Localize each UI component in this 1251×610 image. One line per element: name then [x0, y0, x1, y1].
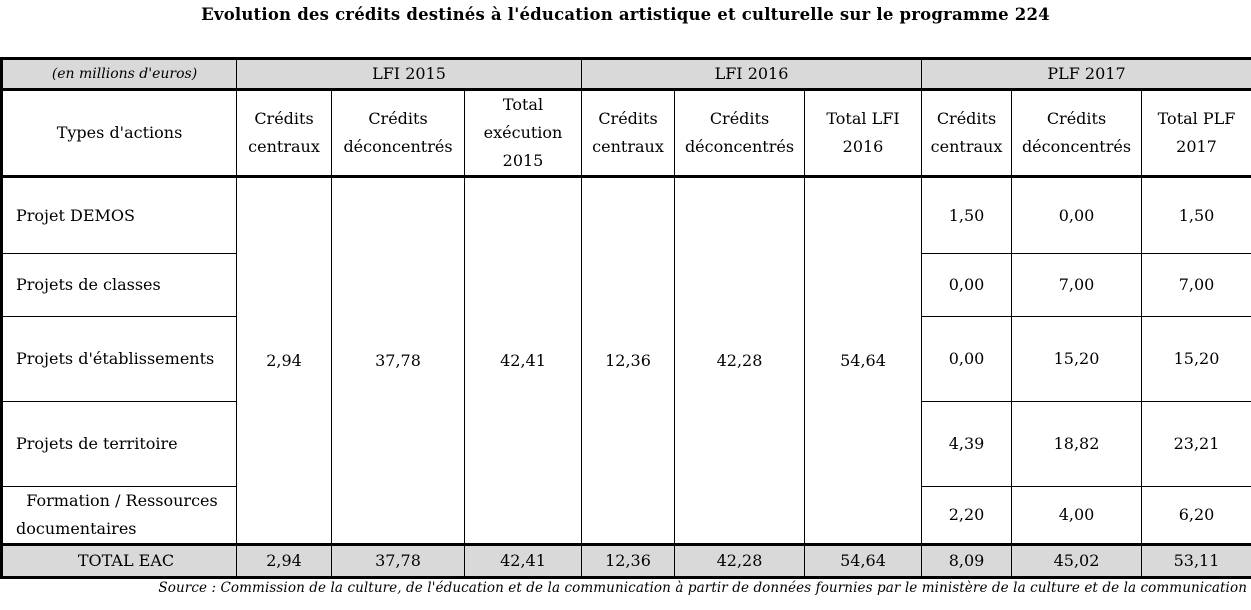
value-cell: 1,50 [921, 176, 1012, 254]
column-header-credits-deconcentres-2017: Crédits déconcentrés [1011, 89, 1142, 178]
table-row: Projets de classes 0,00 7,00 7,00 [1, 253, 1251, 317]
value-cell: 0,00 [921, 316, 1012, 402]
total-row-label: TOTAL EAC [1, 543, 237, 578]
group-header-lfi-2016: LFI 2016 [581, 58, 922, 91]
column-header-credits-deconcentres-2015: Crédits déconcentrés [331, 89, 465, 178]
column-header-total-lfi-2016: Total LFI 2016 [804, 89, 922, 178]
source-note: Source : Commission de la culture, de l'… [158, 580, 1247, 596]
merged-value-cell: 54,64 [804, 176, 922, 545]
group-header-plf-2017: PLF 2017 [921, 58, 1251, 91]
value-cell: 4,00 [1011, 486, 1142, 545]
merged-value-cell: 42,41 [464, 176, 582, 545]
value-cell: 4,39 [921, 401, 1012, 487]
value-cell: 23,21 [1141, 401, 1251, 487]
total-cell: 54,64 [804, 543, 922, 578]
unit-label: (en millions d'euros) [1, 58, 237, 91]
total-cell: 42,41 [464, 543, 582, 578]
value-cell: 15,20 [1011, 316, 1142, 402]
row-label: Projets de territoire [1, 401, 237, 487]
value-cell: 0,00 [1011, 176, 1142, 254]
merged-value-cell: 42,28 [674, 176, 805, 545]
total-cell: 2,94 [236, 543, 332, 578]
credits-evolution-table: (en millions d'euros) LFI 2015 LFI 2016 … [0, 57, 1251, 579]
total-cell: 12,36 [581, 543, 675, 578]
column-header-total-execution-2015: Total exécution 2015 [464, 89, 582, 178]
value-cell: 15,20 [1141, 316, 1251, 402]
group-header-row: (en millions d'euros) LFI 2015 LFI 2016 … [1, 58, 1251, 91]
column-header-credits-centraux-2017: Crédits centraux [921, 89, 1012, 178]
row-label: Formation / Ressources documentaires [1, 486, 237, 545]
total-cell: 42,28 [674, 543, 805, 578]
column-header-credits-centraux-2016: Crédits centraux [581, 89, 675, 178]
column-header-row: Types d'actions Crédits centraux Crédits… [1, 89, 1251, 178]
merged-value-cell: 37,78 [331, 176, 465, 545]
total-cell: 8,09 [921, 543, 1012, 578]
merged-value-cell: 12,36 [581, 176, 675, 545]
group-header-lfi-2015: LFI 2015 [236, 58, 582, 91]
total-cell: 37,78 [331, 543, 465, 578]
column-header-credits-deconcentres-2016: Crédits déconcentrés [674, 89, 805, 178]
total-row: TOTAL EAC 2,94 37,78 42,41 12,36 42,28 5… [1, 543, 1251, 578]
value-cell: 0,00 [921, 253, 1012, 317]
total-cell: 53,11 [1141, 543, 1251, 578]
value-cell: 18,82 [1011, 401, 1142, 487]
column-header-total-plf-2017: Total PLF 2017 [1141, 89, 1251, 178]
table-row: Projet DEMOS 2,94 37,78 42,41 12,36 42,2… [1, 176, 1251, 545]
column-header-credits-centraux-2015: Crédits centraux [236, 89, 332, 178]
row-header-types-actions: Types d'actions [1, 89, 237, 178]
row-label: Projet DEMOS [1, 176, 237, 254]
table-row: Formation / Ressources documentaires 2,2… [1, 486, 1251, 545]
total-cell: 45,02 [1011, 543, 1142, 578]
value-cell: 6,20 [1141, 486, 1251, 545]
page-title: Evolution des crédits destinés à l'éduca… [201, 5, 1050, 24]
merged-value-cell: 2,94 [236, 176, 332, 545]
value-cell: 7,00 [1141, 253, 1251, 317]
value-cell: 1,50 [1141, 176, 1251, 254]
value-cell: 2,20 [921, 486, 1012, 545]
value-cell: 7,00 [1011, 253, 1142, 317]
row-label: Projets de classes [1, 253, 237, 317]
row-label: Projets d'établissements [1, 316, 237, 402]
